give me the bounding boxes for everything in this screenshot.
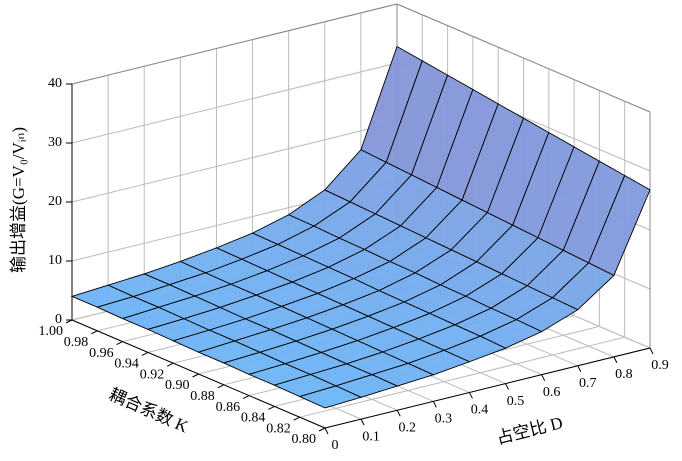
y-tick-label: 0.86 — [216, 400, 241, 415]
tick-mark — [268, 405, 275, 410]
x-tick-label: 0.8 — [615, 367, 633, 382]
tick-mark — [396, 409, 401, 417]
x-tick-label: 0.2 — [398, 420, 416, 435]
z-tick-label: 10 — [48, 253, 62, 268]
x-tick-label: 0.3 — [435, 412, 453, 427]
tick-mark — [649, 347, 654, 355]
x-tick-label: 0.5 — [507, 394, 525, 409]
tick-mark — [613, 356, 618, 364]
tick-mark — [65, 319, 73, 324]
tick-mark — [91, 330, 98, 335]
y-tick-label: 0.84 — [241, 411, 266, 426]
tick-mark — [541, 374, 546, 381]
tick-mark — [293, 416, 300, 421]
y-tick-label: 0.92 — [140, 367, 165, 382]
tick-mark — [217, 384, 225, 389]
x-tick-label: 0.4 — [471, 403, 489, 418]
tick-mark — [468, 392, 473, 399]
z-tick-label: 40 — [48, 76, 62, 91]
y-tick-label: 0.82 — [266, 421, 291, 436]
tick-mark — [166, 362, 174, 367]
tick-mark — [141, 351, 149, 356]
tick-mark — [360, 418, 365, 426]
tick-mark — [242, 395, 250, 400]
x-tick-label: 0.7 — [579, 376, 597, 391]
z-tick-label: 20 — [48, 194, 62, 209]
tick-mark — [505, 383, 510, 390]
z-tick-label: 30 — [48, 135, 62, 150]
z-axis-label: 输出增益(G=V₀/Vᵢₙ) — [9, 127, 28, 273]
tick-mark — [432, 401, 437, 408]
grid-line — [71, 121, 398, 203]
x-axis-label: 占空比 D — [495, 413, 565, 448]
x-tick-label: 0 — [332, 438, 339, 453]
tick-mark — [116, 341, 123, 346]
tick-mark — [318, 427, 326, 432]
y-tick-label: 0.96 — [89, 346, 114, 361]
grid-line — [299, 336, 625, 418]
axis-line — [324, 347, 651, 429]
x-tick-label: 0.1 — [362, 429, 380, 444]
grid-line — [71, 62, 398, 144]
x-tick-label: 0.9 — [651, 358, 669, 373]
y-tick-label: 0.80 — [292, 432, 317, 447]
tick-mark — [192, 373, 199, 378]
axis-line — [71, 3, 398, 85]
surface-patch — [298, 385, 363, 409]
tick-mark — [324, 427, 329, 435]
x-tick-label: 0.6 — [543, 385, 561, 400]
y-tick-label: 0.94 — [114, 357, 139, 372]
axis-line — [396, 3, 651, 113]
y-tick-label: 0.90 — [165, 378, 190, 393]
y-tick-label: 1.00 — [39, 324, 64, 339]
tick-mark — [577, 365, 582, 373]
y-tick-label: 0.88 — [190, 389, 215, 404]
z-tick-label: 0 — [55, 312, 62, 327]
y-tick-label: 0.98 — [64, 335, 89, 350]
